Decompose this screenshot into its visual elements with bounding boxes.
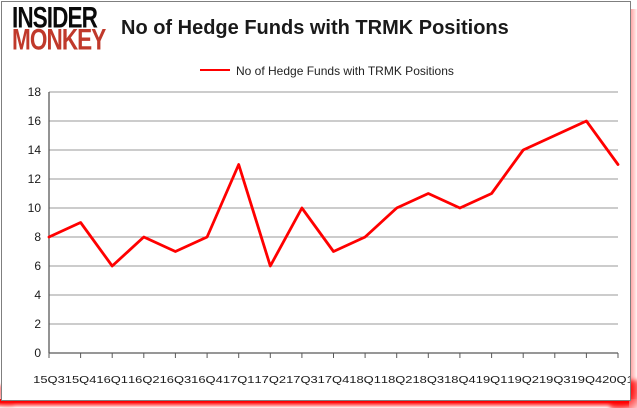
svg-text:16Q2: 16Q2 bbox=[128, 374, 160, 386]
svg-text:14: 14 bbox=[28, 143, 42, 157]
svg-text:15Q3: 15Q3 bbox=[33, 374, 65, 386]
svg-text:8: 8 bbox=[34, 230, 41, 244]
svg-text:19Q3: 19Q3 bbox=[539, 374, 571, 386]
svg-text:18Q2: 18Q2 bbox=[381, 374, 413, 386]
svg-text:16Q3: 16Q3 bbox=[160, 374, 192, 386]
svg-text:2: 2 bbox=[34, 317, 41, 331]
svg-text:4: 4 bbox=[34, 288, 41, 302]
svg-text:17Q2: 17Q2 bbox=[255, 374, 287, 386]
svg-text:20Q1: 20Q1 bbox=[602, 374, 630, 386]
svg-text:6: 6 bbox=[34, 259, 41, 273]
svg-text:16: 16 bbox=[28, 114, 42, 128]
svg-text:17Q1: 17Q1 bbox=[223, 374, 255, 386]
svg-text:18: 18 bbox=[28, 86, 42, 99]
svg-text:19Q2: 19Q2 bbox=[507, 374, 539, 386]
svg-text:16Q1: 16Q1 bbox=[96, 374, 128, 386]
svg-text:18Q1: 18Q1 bbox=[349, 374, 381, 386]
svg-text:18Q4: 18Q4 bbox=[444, 374, 476, 386]
svg-text:12: 12 bbox=[28, 172, 42, 186]
svg-text:17Q4: 17Q4 bbox=[318, 374, 350, 386]
svg-text:19Q1: 19Q1 bbox=[476, 374, 508, 386]
svg-text:19Q4: 19Q4 bbox=[571, 374, 603, 386]
svg-text:15Q4: 15Q4 bbox=[65, 374, 97, 386]
svg-text:16Q4: 16Q4 bbox=[191, 374, 223, 386]
svg-text:17Q3: 17Q3 bbox=[286, 374, 318, 386]
svg-text:0: 0 bbox=[34, 346, 41, 360]
svg-text:10: 10 bbox=[28, 201, 42, 215]
svg-text:18Q3: 18Q3 bbox=[413, 374, 445, 386]
